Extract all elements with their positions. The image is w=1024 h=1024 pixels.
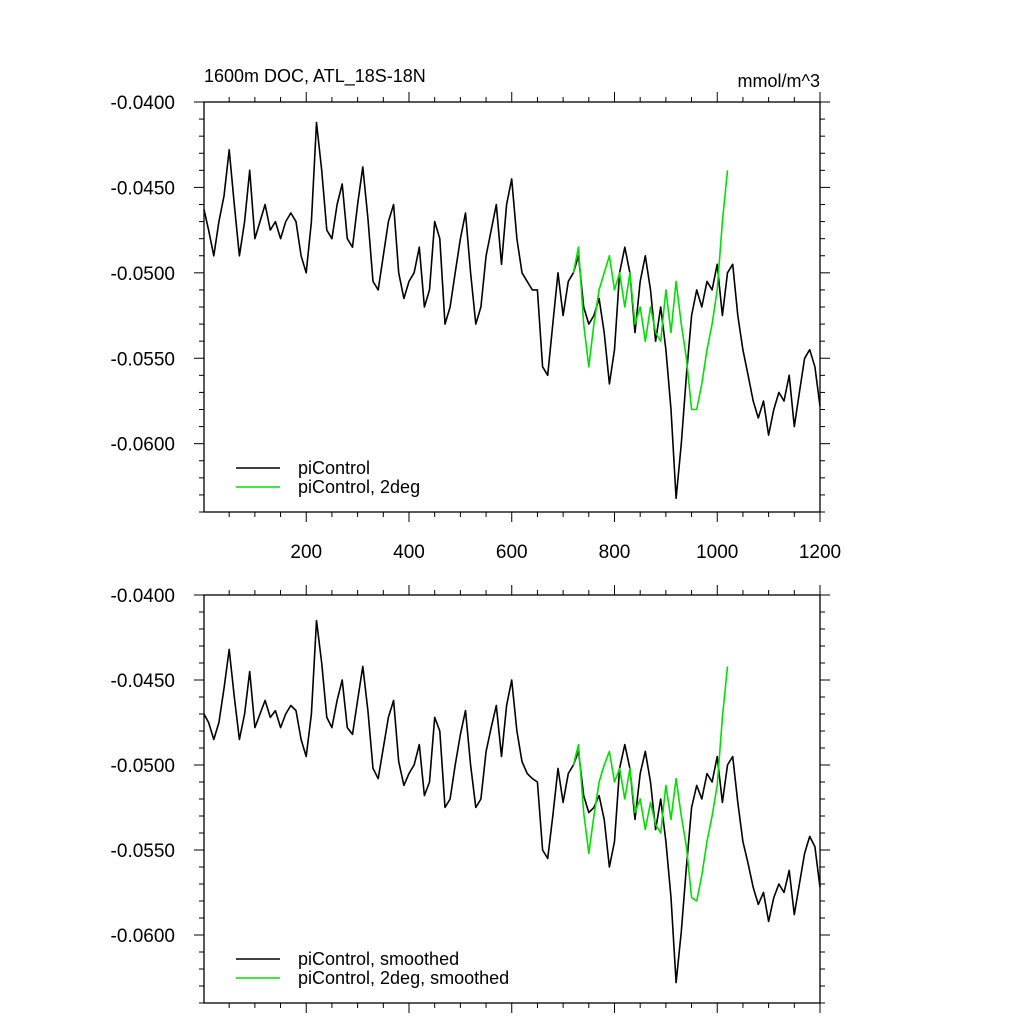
x-tick-label: 200	[290, 542, 322, 563]
x-tick-label: 400	[393, 542, 425, 563]
x-tick-label: 1000	[696, 542, 738, 563]
y-tick-label: -0.0400	[111, 586, 175, 607]
y-tick-label: -0.0550	[111, 841, 175, 862]
y-tick-label: -0.0600	[111, 435, 175, 456]
chart-units: mmol/m^3	[738, 71, 820, 91]
y-tick-label: -0.0500	[111, 264, 175, 285]
legend-label: piControl, 2deg	[298, 477, 420, 497]
chart-title: 1600m DOC, ATL_18S-18N	[204, 66, 426, 87]
y-tick-label: -0.0400	[111, 93, 175, 114]
y-tick-label: -0.0550	[111, 349, 175, 370]
series-line-picontrol-2deg	[572, 170, 729, 411]
plot-frame	[203, 101, 821, 513]
x-tick-label: 800	[599, 542, 631, 563]
legend-label: piControl	[298, 458, 370, 478]
legend-label: piControl, smoothed	[298, 949, 459, 969]
bottom-panel: -0.0400 -0.0450 -0.0500 -0.0550 -0.0600 piCon…	[111, 585, 830, 1013]
series-line-picontrol	[203, 619, 821, 984]
x-tick-label: 1200	[799, 542, 841, 563]
y-tick-label: -0.0500	[111, 756, 175, 777]
y-tick-label: -0.0450	[111, 671, 175, 692]
y-tick-label: -0.0450	[111, 178, 175, 199]
x-tick-label: 600	[496, 542, 528, 563]
plot-frame	[203, 594, 821, 1004]
series-line-picontrol-2deg	[572, 666, 729, 902]
y-tick-label: -0.0600	[111, 926, 175, 947]
series-line-picontrol	[203, 121, 821, 500]
legend-label: piControl, 2deg, smoothed	[298, 968, 509, 988]
top-panel: -0.0400 -0.0450 -0.0500 -0.0550 -0.0600 200 40…	[111, 92, 841, 563]
